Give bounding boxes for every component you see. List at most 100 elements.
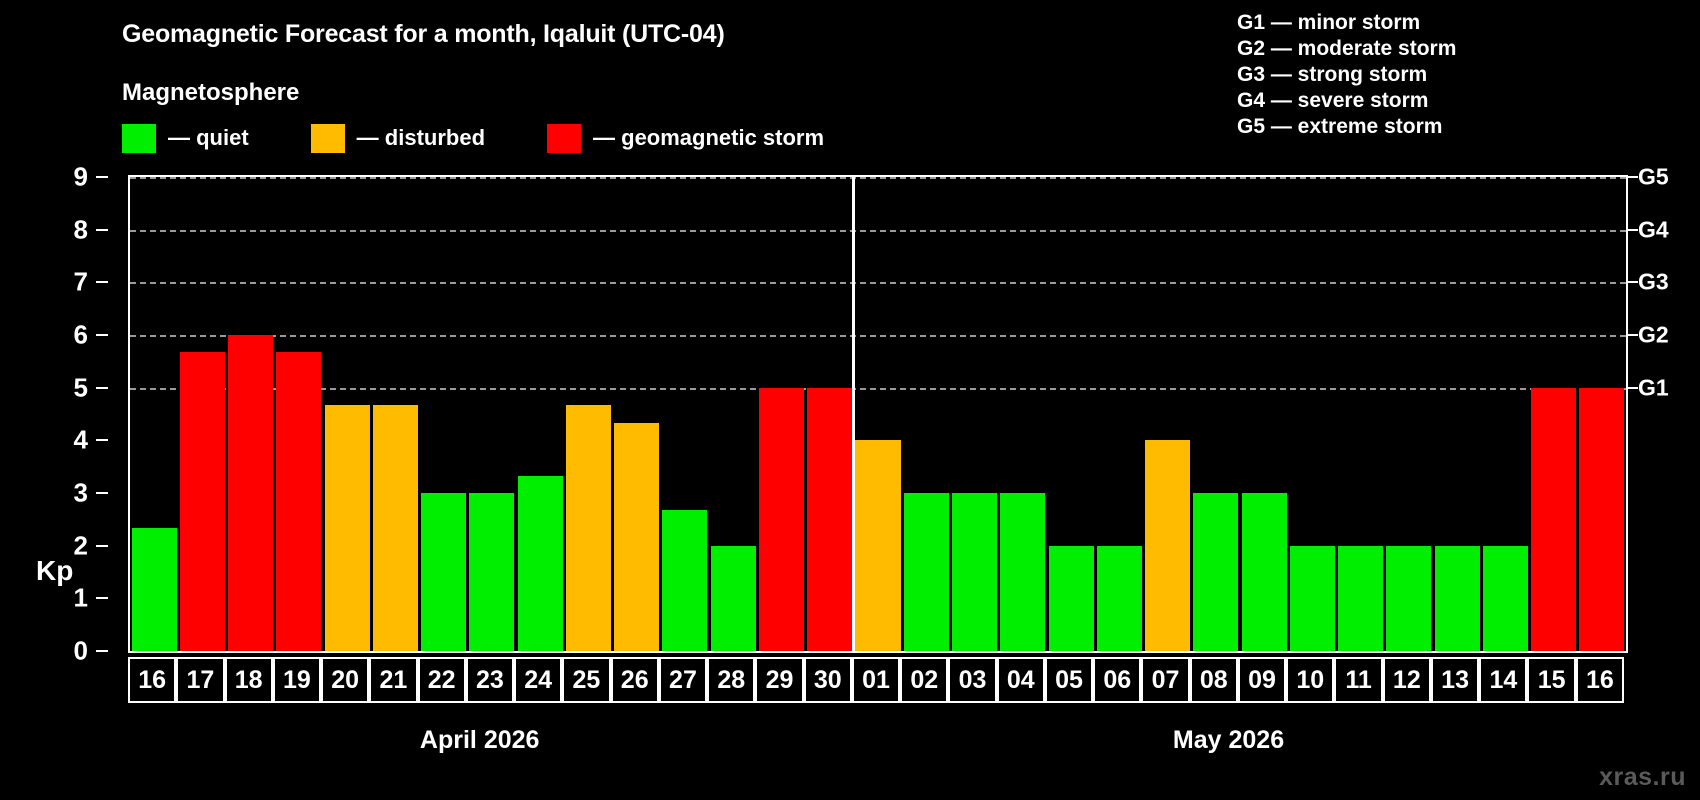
- y-tick-mark-3: [96, 492, 108, 494]
- y-tick-label-1: 1: [73, 582, 88, 613]
- y-tick-mark-6: [96, 334, 108, 336]
- y-tick-label-3: 3: [73, 477, 88, 508]
- g-scale-line-g3: G3 — strong storm: [1237, 63, 1428, 86]
- date-label: 06: [1093, 657, 1142, 703]
- bar: [1000, 493, 1046, 651]
- bar: [662, 510, 708, 651]
- date-label: 21: [369, 657, 418, 703]
- bar: [1241, 493, 1287, 651]
- gridline-kp-6: [130, 335, 1626, 337]
- month-label-may: May 2026: [1172, 726, 1285, 754]
- bar: [228, 335, 274, 651]
- bar: [951, 493, 998, 651]
- bar: [1434, 545, 1480, 651]
- bar: [1338, 545, 1384, 651]
- gridlines: [130, 177, 1626, 651]
- bar: [372, 405, 418, 651]
- y-tick-label-5: 5: [73, 372, 88, 403]
- date-label: 29: [755, 657, 804, 703]
- legend-item-storm: — geomagnetic storm: [547, 123, 824, 153]
- date-label: 28: [707, 657, 756, 703]
- date-label: 12: [1382, 657, 1431, 703]
- y-tick-mark-8: [96, 228, 108, 231]
- date-label: 17: [176, 657, 225, 703]
- date-label: 13: [1430, 657, 1480, 703]
- page-title: Geomagnetic Forecast for a month, Iqalui…: [122, 20, 725, 48]
- g-scale-line-g4: G4 — severe storm: [1237, 89, 1429, 112]
- date-label: 02: [900, 657, 949, 703]
- date-label: 09: [1237, 657, 1287, 703]
- month-label-april: April 2026: [419, 726, 540, 754]
- date-label: 24: [514, 657, 563, 703]
- g-scale-axis: G1 G2 G3 G4 G5: [1628, 164, 1700, 653]
- date-label: 16: [1575, 657, 1624, 703]
- bar: [1145, 440, 1191, 651]
- date-label: 14: [1479, 657, 1528, 703]
- y-tick-label-8: 8: [73, 214, 88, 245]
- g-tick-label-G4: G4: [1638, 216, 1669, 243]
- y-axis: Kp 0 1 2 3 4 5 6 7 8 9: [0, 162, 128, 666]
- date-label: 15: [1527, 657, 1576, 703]
- legend-swatch-quiet: [122, 123, 156, 153]
- g-tick-mark-G4: [1628, 228, 1638, 231]
- y-tick-label-9: 9: [73, 161, 88, 192]
- g-tick-mark-G1: [1628, 386, 1638, 389]
- y-tick-mark-0: [96, 650, 108, 652]
- g-tick-label-G1: G1: [1638, 374, 1669, 401]
- g-tick-label-G5: G5: [1638, 163, 1669, 190]
- gridline-kp-8: [130, 229, 1626, 232]
- g-tick-mark-G5: [1628, 176, 1638, 178]
- bar: [1193, 493, 1239, 651]
- legend-item-disturbed: — disturbed: [310, 123, 486, 153]
- g-tick-mark-G3: [1628, 281, 1638, 284]
- bar: [1531, 387, 1577, 651]
- bar: [324, 405, 370, 651]
- date-label: 18: [224, 657, 273, 703]
- date-label: 19: [272, 657, 322, 703]
- bar: [1482, 545, 1528, 651]
- date-label: 03: [948, 657, 997, 703]
- y-tick-label-0: 0: [73, 635, 88, 666]
- y-axis-label: Kp: [36, 555, 74, 586]
- y-tick-label-7: 7: [73, 266, 88, 297]
- date-label: 10: [1286, 657, 1335, 703]
- legend-label-quiet: — quiet: [168, 125, 249, 150]
- date-label: 16: [128, 657, 177, 703]
- date-label: 26: [610, 657, 659, 703]
- g-tick-label-G2: G2: [1638, 321, 1669, 348]
- bar: [1386, 545, 1432, 651]
- y-tick-mark-1: [96, 597, 108, 600]
- magnetosphere-legend: — quiet — disturbed — geomagnetic storm: [122, 123, 824, 153]
- date-label: 27: [658, 657, 708, 703]
- y-tick-mark-7: [96, 281, 108, 284]
- legend-label-disturbed: — disturbed: [356, 125, 486, 150]
- date-axis-labels: 16 17 18 19 20 21 22 23 24 25 26 27 28 29 30 01 02 03 04 05…: [128, 657, 1628, 703]
- bar: [565, 405, 611, 651]
- bar: [179, 352, 225, 651]
- date-label: 01: [851, 657, 901, 703]
- bar: [1289, 545, 1335, 651]
- bar: [758, 387, 804, 651]
- y-tick-mark-4: [96, 439, 108, 442]
- bar: [276, 352, 322, 651]
- g-scale-line-g1: G1 — minor storm: [1237, 11, 1421, 34]
- bar: [710, 545, 756, 651]
- g-scale-line-g2: G2 — moderate storm: [1237, 37, 1457, 60]
- y-tick-mark-9: [96, 176, 108, 178]
- date-label: 11: [1334, 657, 1383, 703]
- legend-swatch-disturbed: [310, 123, 345, 153]
- y-tick-label-6: 6: [73, 319, 88, 350]
- month-separator: [852, 177, 856, 651]
- bar: [614, 422, 660, 651]
- y-tick-label-4: 4: [73, 424, 88, 455]
- date-label: 20: [321, 657, 370, 703]
- g-scale-legend: G1 — minor storm G2 — moderate storm G3 …: [1237, 10, 1456, 140]
- legend-heading: Magnetosphere: [122, 79, 300, 106]
- date-label: 22: [417, 657, 466, 703]
- gridline-kp-9: [130, 177, 1626, 179]
- bar: [469, 493, 515, 651]
- date-label: 07: [1141, 657, 1190, 703]
- gridline-kp-5: [130, 387, 1626, 390]
- bar: [131, 528, 177, 651]
- legend-label-storm: — geomagnetic storm: [593, 125, 825, 150]
